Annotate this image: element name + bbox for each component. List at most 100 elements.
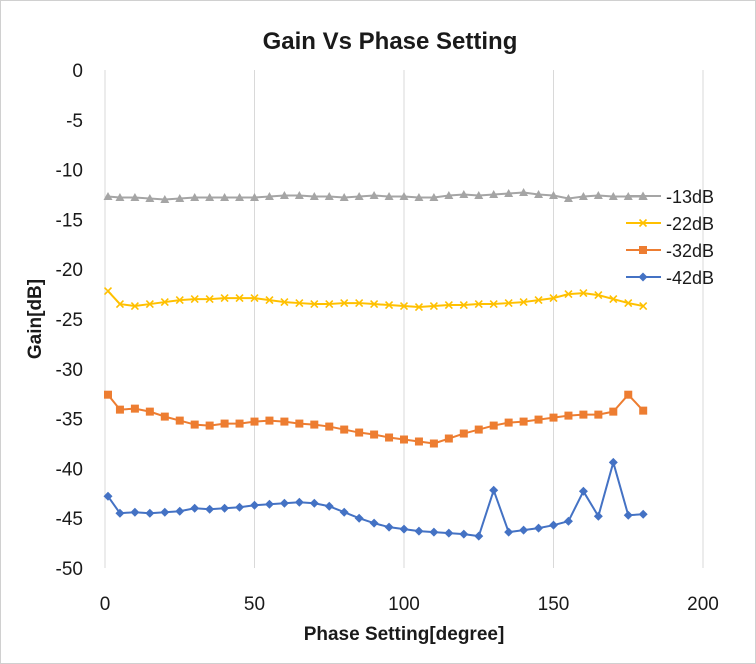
data-point	[444, 528, 454, 538]
y-tick-label: -40	[56, 459, 83, 480]
data-point	[534, 296, 543, 305]
data-point	[608, 457, 618, 467]
data-point	[175, 193, 185, 202]
data-point	[474, 190, 484, 199]
data-point	[160, 298, 169, 307]
data-point	[489, 485, 499, 495]
legend-label: -42dB	[666, 268, 714, 288]
data-point	[145, 508, 155, 518]
data-point	[294, 497, 304, 507]
data-point	[145, 193, 155, 202]
data-point	[310, 299, 319, 309]
data-point	[115, 192, 125, 201]
data-point	[160, 412, 169, 421]
y-tick-label: 0	[72, 61, 83, 82]
data-point	[578, 486, 588, 496]
data-point	[624, 390, 633, 399]
data-point	[593, 190, 603, 199]
data-point	[130, 507, 140, 517]
data-point	[115, 405, 124, 414]
x-axis-title: Phase Setting[degree]	[304, 624, 505, 645]
legend-label: -32dB	[666, 241, 714, 261]
data-point	[474, 299, 483, 309]
data-point	[220, 419, 229, 428]
legend-swatch-marker	[638, 272, 648, 282]
y-tick-label: -50	[56, 559, 83, 580]
series--22dB	[103, 287, 648, 312]
data-point	[593, 511, 603, 521]
data-point	[563, 193, 573, 202]
data-point	[103, 191, 113, 200]
data-point	[534, 415, 543, 424]
data-point	[399, 191, 409, 200]
data-point	[205, 192, 215, 201]
data-point	[354, 191, 364, 200]
y-tick-label: -15	[56, 210, 83, 231]
data-point	[250, 192, 259, 201]
data-point	[504, 418, 513, 427]
data-point	[369, 518, 379, 528]
data-point	[429, 301, 438, 311]
data-point	[324, 501, 334, 511]
data-point	[130, 404, 139, 413]
gridlines	[104, 70, 704, 568]
data-point	[354, 513, 364, 523]
data-point	[130, 192, 140, 201]
x-tick-label: 50	[244, 594, 265, 615]
data-point	[250, 294, 259, 303]
data-point	[235, 502, 245, 512]
data-point	[294, 190, 304, 199]
x-tick-label: 200	[687, 594, 719, 615]
data-point	[609, 295, 618, 304]
data-point	[175, 506, 185, 516]
series--32dB	[103, 390, 648, 448]
data-point	[385, 433, 394, 442]
x-tick-label: 150	[538, 594, 570, 615]
data-point	[220, 192, 230, 201]
data-point	[444, 190, 454, 199]
data-point	[519, 298, 528, 307]
data-point	[519, 188, 529, 197]
chart-title: Gain Vs Phase Setting	[263, 28, 518, 55]
data-point	[504, 189, 514, 198]
data-point	[639, 406, 648, 415]
data-point	[205, 295, 214, 304]
data-point	[414, 526, 424, 536]
data-point	[280, 298, 289, 307]
data-point	[325, 299, 334, 309]
data-point	[459, 190, 469, 198]
legend-item: -22dB	[626, 214, 714, 234]
y-tick-label: -35	[56, 410, 83, 431]
data-point	[594, 410, 603, 419]
data-point	[295, 298, 304, 308]
data-point	[623, 510, 633, 520]
data-point	[459, 300, 468, 310]
data-point	[265, 416, 274, 425]
data-point	[504, 298, 513, 308]
data-point	[130, 301, 139, 311]
data-point	[103, 287, 113, 296]
data-point	[504, 527, 514, 537]
series-layer	[103, 188, 648, 541]
data-point	[340, 425, 349, 434]
data-point	[160, 194, 170, 203]
data-point	[414, 302, 424, 312]
data-point	[264, 191, 274, 200]
data-point	[608, 191, 618, 200]
data-point	[190, 295, 199, 304]
data-point	[384, 522, 394, 532]
data-point	[103, 491, 113, 501]
data-point	[265, 296, 274, 305]
data-point	[384, 300, 394, 310]
data-point	[190, 503, 200, 513]
data-point	[459, 529, 469, 539]
data-point	[399, 524, 409, 534]
data-point	[280, 417, 289, 426]
data-point	[564, 290, 573, 299]
data-point	[399, 301, 409, 311]
legend-swatch-marker	[638, 218, 648, 228]
data-point	[235, 294, 244, 303]
data-point	[444, 434, 453, 443]
